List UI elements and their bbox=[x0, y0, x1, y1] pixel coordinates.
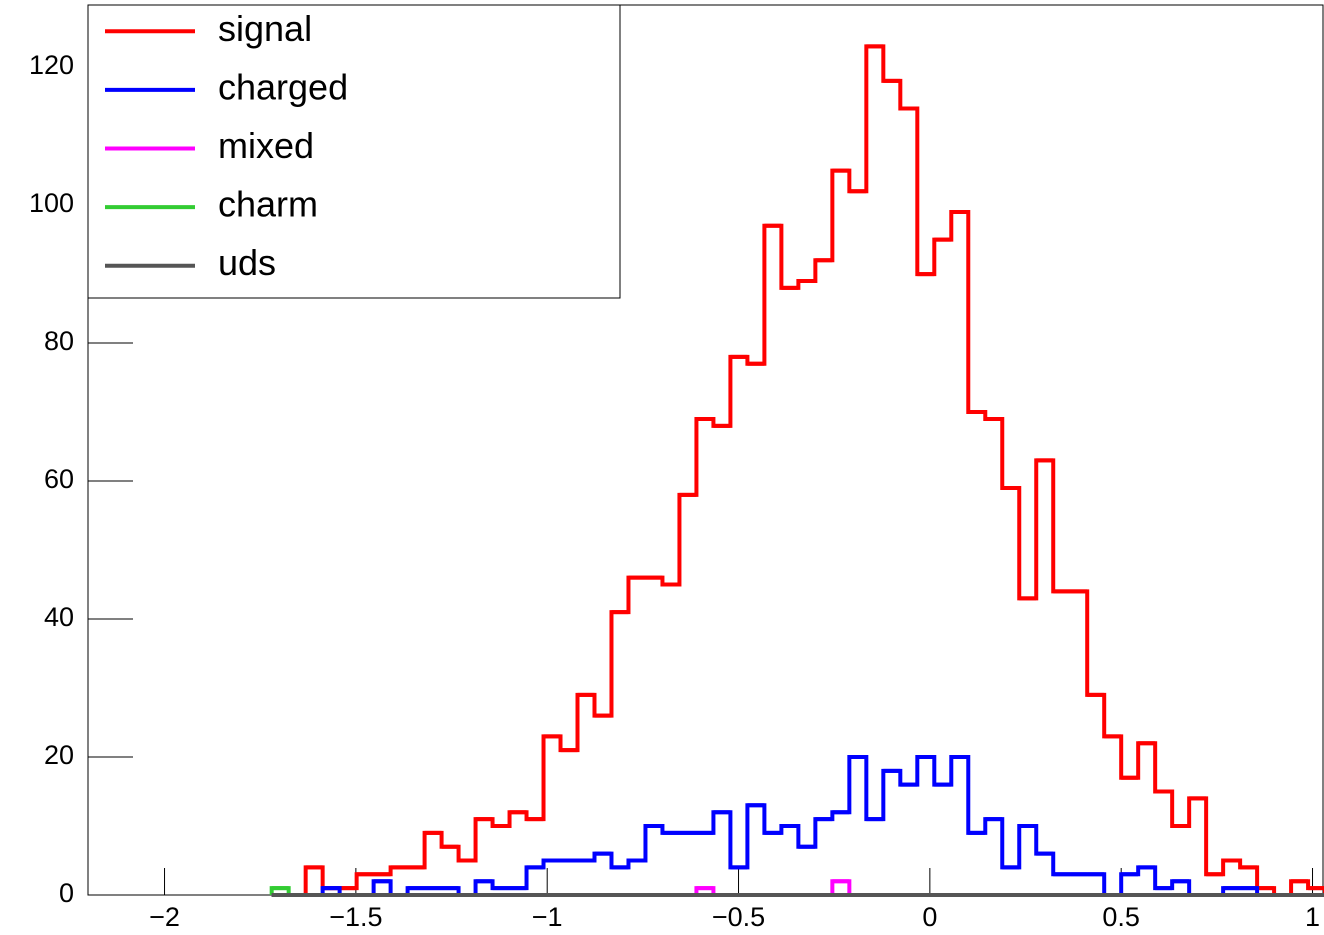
legend-label: charm bbox=[218, 184, 318, 225]
x-tick-label: −2 bbox=[149, 902, 180, 932]
x-tick-label: −1 bbox=[532, 902, 563, 932]
legend-label: charged bbox=[218, 66, 348, 107]
x-tick-label: 0 bbox=[922, 902, 937, 932]
legend-label: uds bbox=[218, 242, 276, 283]
y-tick-label: 80 bbox=[44, 326, 74, 356]
x-tick-label: 1 bbox=[1305, 902, 1320, 932]
y-tick-label: 20 bbox=[44, 740, 74, 770]
y-tick-label: 0 bbox=[59, 878, 74, 908]
x-tick-label: −1.5 bbox=[329, 902, 382, 932]
hist-outline bbox=[271, 44, 1324, 897]
legend-label: mixed bbox=[218, 125, 314, 166]
y-tick-label: 40 bbox=[44, 602, 74, 632]
hist-outline bbox=[271, 755, 1324, 897]
y-tick-label: 120 bbox=[29, 50, 74, 80]
x-tick-label: 0.5 bbox=[1102, 902, 1140, 932]
y-tick-label: 60 bbox=[44, 464, 74, 494]
legend-label: signal bbox=[218, 8, 312, 49]
y-tick-label: 100 bbox=[29, 188, 74, 218]
x-tick-label: −0.5 bbox=[712, 902, 765, 932]
legend-box bbox=[87, 4, 621, 299]
